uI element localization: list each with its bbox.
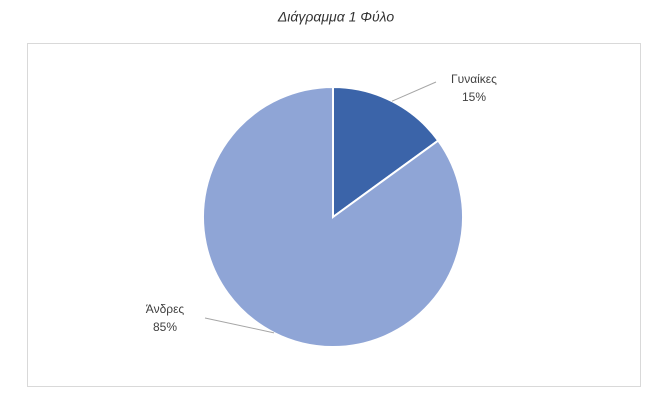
leader-line [204, 317, 275, 334]
leader-line [391, 81, 437, 102]
slice-label: Γυναίκες [451, 72, 497, 86]
slice-label: Άνδρες [146, 302, 185, 316]
pie-slice [332, 85, 440, 219]
slice-value-label: 15% [462, 90, 486, 104]
slice-value-label: 85% [153, 320, 177, 334]
chart-title: Διάγραμμα 1 Φύλο [277, 9, 394, 25]
